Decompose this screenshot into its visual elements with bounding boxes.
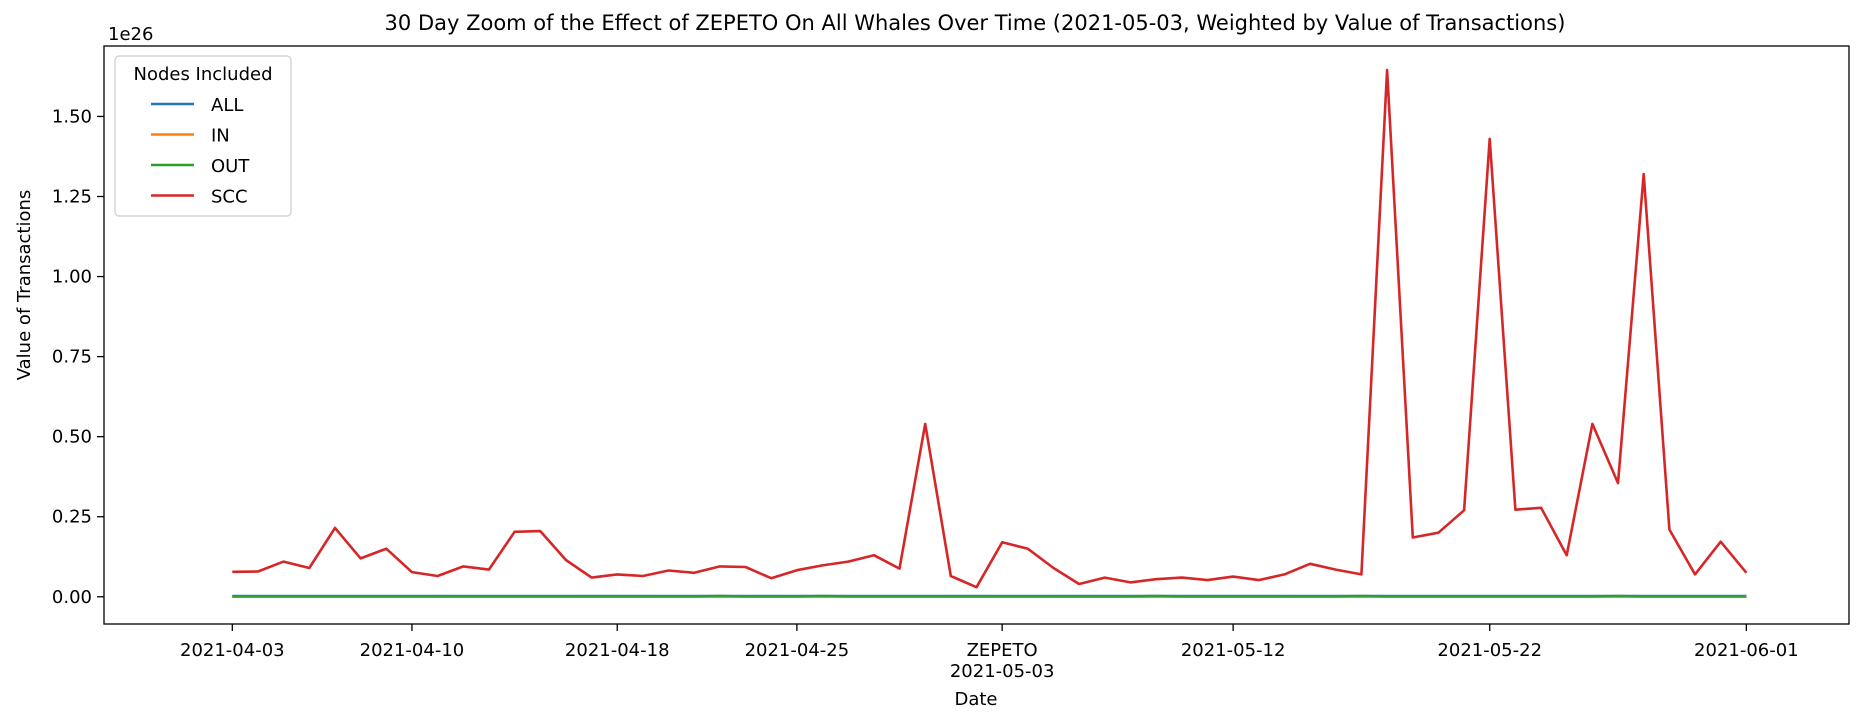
x-tick-label: 2021-05-22 <box>1437 640 1542 661</box>
event-annotation-label: ZEPETO <box>967 640 1038 661</box>
x-tick-label: 2021-04-25 <box>745 640 850 661</box>
y-offset-label: 1e26 <box>108 24 153 45</box>
axes-frame <box>103 45 1850 625</box>
legend-label-in: IN <box>211 126 230 147</box>
legend-box <box>114 55 292 217</box>
y-tick-label: 1.25 <box>52 187 92 208</box>
x-tick-label: 2021-05-03 <box>950 661 1055 682</box>
x-tick-label: 2021-04-03 <box>180 640 285 661</box>
legend-label-all: ALL <box>211 95 243 116</box>
plot-area <box>232 68 1748 598</box>
y-tick-label: 0.00 <box>52 587 92 608</box>
series-line-scc <box>232 68 1748 589</box>
x-tick-label: 2021-04-18 <box>565 640 670 661</box>
axes: 0.00 0.25 0.50 0.75 1.00 1.25 1.50 2021-04-03 20… <box>52 45 1850 682</box>
chart-title: 30 Day Zoom of the Effect of ZEPETO On A… <box>385 11 1566 35</box>
y-tick-label: 0.75 <box>52 347 92 368</box>
legend-label-out: OUT <box>211 156 250 177</box>
legend-label-scc: SCC <box>211 187 248 208</box>
x-tick-label: 2021-06-01 <box>1694 640 1799 661</box>
x-tick-label: 2021-04-10 <box>360 640 465 661</box>
legend: Nodes Included ALL IN OUT SCC <box>114 55 292 217</box>
x-axis-label: Date <box>954 689 997 710</box>
y-axis-label: Value of Transactions <box>14 190 35 381</box>
y-tick-label: 1.00 <box>52 267 92 288</box>
y-tick-label: 0.50 <box>52 427 92 448</box>
y-tick-label: 0.25 <box>52 507 92 528</box>
x-tick-label: 2021-05-12 <box>1181 640 1286 661</box>
legend-title: Nodes Included <box>133 64 272 85</box>
y-tick-label: 1.50 <box>52 106 92 127</box>
